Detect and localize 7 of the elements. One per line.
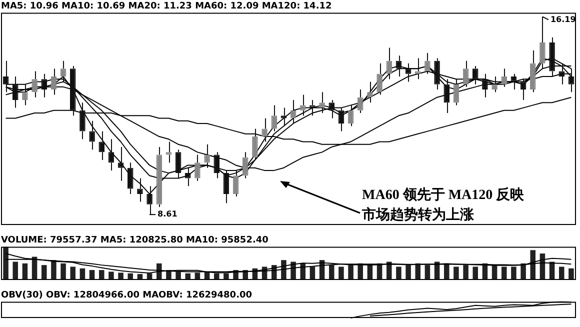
annotation: 市场趋势转为上涨 [362,206,474,224]
annotation: 16.19 [550,14,576,24]
annotation: MA60 领先于 MA120 反映 [362,186,524,204]
chart-title: MA5: 10.96 MA10: 10.69 MA20: 11.23 MA60: 12.09 MA120: 14.12 [1,2,332,12]
annotation: 8.61 [158,210,178,219]
chart-title: VOLUME: 79557.37 MA5: 120825.80 MA10: 95852.40 [1,236,268,246]
chart-title: OBV(30) OBV: 12804966.00 MAOBV: 12629480.00 [1,290,252,301]
